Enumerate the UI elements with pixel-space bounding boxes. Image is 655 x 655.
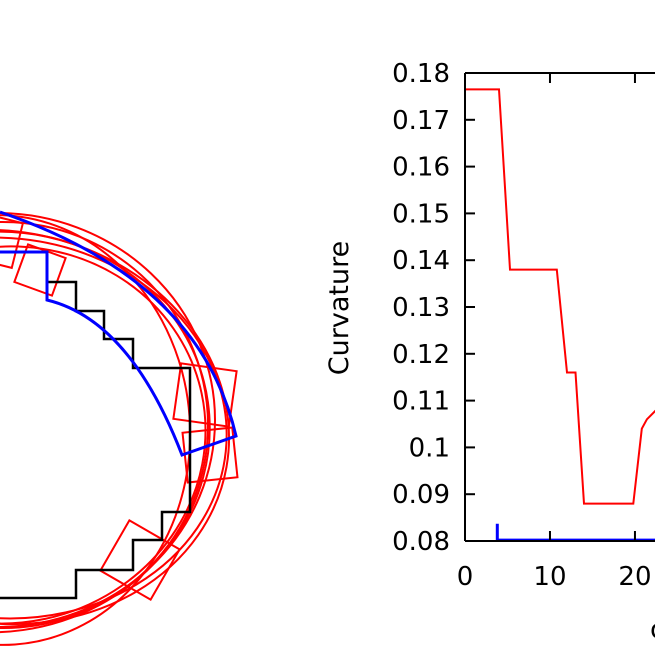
fitted-ellipse-6 xyxy=(0,245,207,625)
y-tick-label: 0.11 xyxy=(392,387,450,417)
fitted-ellipse-5 xyxy=(0,212,216,628)
x-tick-label: 0 xyxy=(457,562,474,592)
x-axis-label-fragment: c xyxy=(650,614,655,645)
y-tick-label: 0.12 xyxy=(392,340,450,370)
y-tick-label: 0.17 xyxy=(392,106,450,136)
y-tick-label: 0.08 xyxy=(392,527,450,557)
y-tick-label: 0.09 xyxy=(392,480,450,510)
x-tick-labels: 0 10 20 xyxy=(457,562,652,592)
rotated-square-5 xyxy=(0,210,25,270)
plot-series xyxy=(465,88,655,542)
fitted-ellipse-curves xyxy=(0,212,231,646)
fitted-ellipse-7 xyxy=(0,228,231,626)
x-tick-label: 20 xyxy=(618,562,651,592)
axes-frame xyxy=(464,72,655,542)
curvature-series-blue xyxy=(495,523,655,542)
y-tick-label: 0.15 xyxy=(392,199,450,229)
fitted-ellipse-1 xyxy=(0,214,192,646)
fitted-ellipse-4 xyxy=(0,236,228,620)
curvature-plot: Curvature 0.08 0.09 0.1 0.11 0.12 0.13 0.14 0.1… xyxy=(324,59,655,645)
polygon-fit-curve xyxy=(0,210,238,457)
y-tick-label: 0.16 xyxy=(392,153,450,183)
y-tick-label: 0.1 xyxy=(409,433,450,463)
rotated-square-4 xyxy=(99,519,181,601)
y-axis-label: Curvature xyxy=(324,241,355,375)
fitted-ellipse-2 xyxy=(0,220,209,630)
y-tick-label: 0.14 xyxy=(392,246,450,276)
x-tick-label: 10 xyxy=(533,562,566,592)
curvature-series-red xyxy=(465,88,655,505)
boundary-diagram xyxy=(0,210,239,646)
rotated-square-3 xyxy=(181,426,239,484)
y-tick-label: 0.13 xyxy=(392,293,450,323)
fitted-ellipse-3 xyxy=(0,230,211,634)
y-tick-labels: 0.08 0.09 0.1 0.11 0.12 0.13 0.14 0.15 0.16 0.17 0… xyxy=(392,59,450,557)
y-tick-label: 0.18 xyxy=(392,59,450,89)
